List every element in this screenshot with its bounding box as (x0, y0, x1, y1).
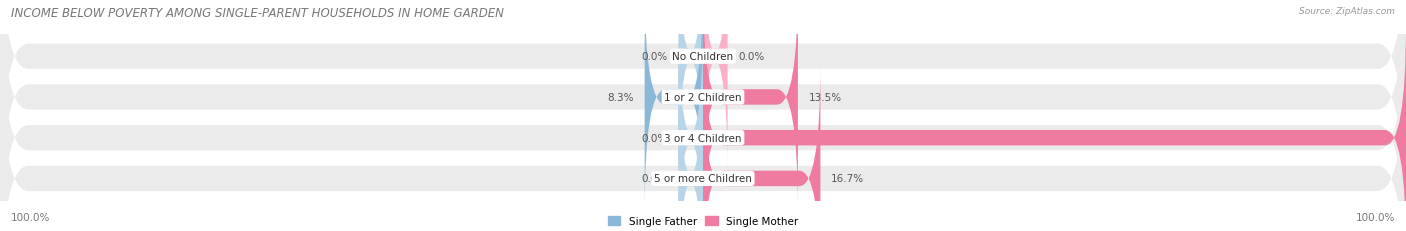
Text: 16.7%: 16.7% (831, 174, 865, 184)
FancyBboxPatch shape (703, 24, 1406, 231)
Text: 13.5%: 13.5% (808, 93, 842, 103)
Legend: Single Father, Single Mother: Single Father, Single Mother (607, 216, 799, 226)
Text: 0.0%: 0.0% (738, 52, 765, 62)
Text: INCOME BELOW POVERTY AMONG SINGLE-PARENT HOUSEHOLDS IN HOME GARDEN: INCOME BELOW POVERTY AMONG SINGLE-PARENT… (11, 7, 505, 20)
FancyBboxPatch shape (0, 29, 1406, 231)
FancyBboxPatch shape (0, 0, 1406, 207)
Text: 8.3%: 8.3% (607, 93, 634, 103)
Text: 1 or 2 Children: 1 or 2 Children (664, 93, 742, 103)
Text: 0.0%: 0.0% (641, 52, 668, 62)
FancyBboxPatch shape (678, 0, 703, 171)
Text: No Children: No Children (672, 52, 734, 62)
FancyBboxPatch shape (703, 0, 799, 212)
FancyBboxPatch shape (703, 0, 728, 171)
Text: 100.0%: 100.0% (1355, 212, 1395, 222)
FancyBboxPatch shape (644, 0, 703, 212)
Text: 3 or 4 Children: 3 or 4 Children (664, 133, 742, 143)
FancyBboxPatch shape (678, 24, 703, 231)
Text: 0.0%: 0.0% (641, 174, 668, 184)
Text: Source: ZipAtlas.com: Source: ZipAtlas.com (1299, 7, 1395, 16)
FancyBboxPatch shape (703, 65, 821, 231)
Text: 5 or more Children: 5 or more Children (654, 174, 752, 184)
Text: 0.0%: 0.0% (641, 133, 668, 143)
FancyBboxPatch shape (678, 65, 703, 231)
Text: 100.0%: 100.0% (11, 212, 51, 222)
